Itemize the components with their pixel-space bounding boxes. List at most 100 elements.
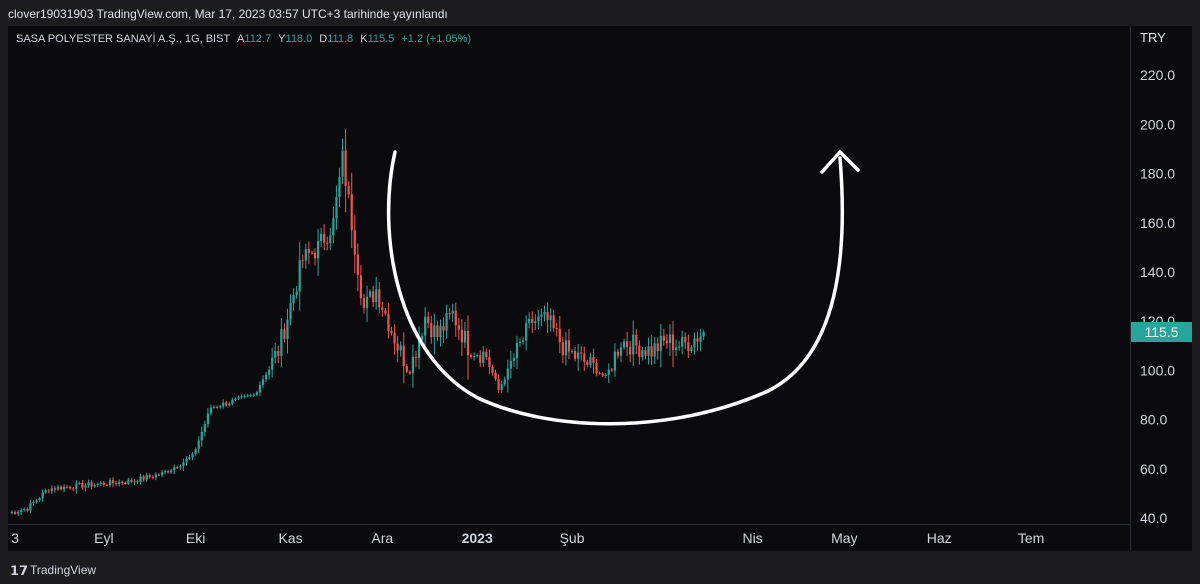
candle-body[interactable] <box>564 340 568 356</box>
candle-body[interactable] <box>105 484 109 486</box>
candle-body[interactable] <box>430 323 433 338</box>
candle-body[interactable] <box>546 312 549 321</box>
candle-body[interactable] <box>659 335 662 352</box>
candle-body[interactable] <box>671 334 675 350</box>
candle-body[interactable] <box>313 253 317 259</box>
candle-body[interactable] <box>304 248 307 261</box>
candle-body[interactable] <box>84 485 87 488</box>
candle-body[interactable] <box>570 351 574 353</box>
candle-body[interactable] <box>610 369 613 371</box>
candle-body[interactable] <box>549 315 552 321</box>
candle-body[interactable] <box>390 331 393 333</box>
candle-body[interactable] <box>494 372 497 380</box>
candle-body[interactable] <box>209 407 213 414</box>
candle-body[interactable] <box>699 336 702 342</box>
candle-body[interactable] <box>674 347 678 350</box>
candle-body[interactable] <box>622 341 626 348</box>
candle-body[interactable] <box>154 474 157 478</box>
candle-body[interactable] <box>356 254 359 276</box>
candle-body[interactable] <box>264 374 268 380</box>
candle-body[interactable] <box>500 384 503 390</box>
candle-body[interactable] <box>35 500 38 503</box>
candle-body[interactable] <box>650 346 653 357</box>
candle-body[interactable] <box>393 332 396 344</box>
candle-body[interactable] <box>167 471 170 473</box>
candle-body[interactable] <box>586 361 589 365</box>
candle-body[interactable] <box>41 492 44 499</box>
candle-body[interactable] <box>668 334 672 344</box>
candle-body[interactable] <box>280 329 283 356</box>
candle-body[interactable] <box>292 295 295 304</box>
candle-body[interactable] <box>133 481 136 483</box>
candle-body[interactable] <box>433 325 436 338</box>
candle-body[interactable] <box>151 476 154 478</box>
footer-brand[interactable]: TradingView <box>30 563 97 577</box>
candle-body[interactable] <box>212 406 216 408</box>
candle-body[interactable] <box>678 346 681 348</box>
candle-body[interactable] <box>439 326 442 338</box>
candle-body[interactable] <box>534 321 537 324</box>
candle-body[interactable] <box>362 297 366 309</box>
candle-body[interactable] <box>53 488 56 490</box>
candle-body[interactable] <box>417 340 421 358</box>
candle-body[interactable] <box>50 488 53 491</box>
candle-body[interactable] <box>111 480 115 484</box>
candle-body[interactable] <box>261 379 265 385</box>
candle-body[interactable] <box>341 150 344 177</box>
candle-body[interactable] <box>316 240 320 259</box>
candle-body[interactable] <box>127 479 130 484</box>
candle-body[interactable] <box>75 483 78 489</box>
candle-body[interactable] <box>335 197 338 219</box>
candle-body[interactable] <box>629 346 632 355</box>
candle-body[interactable] <box>687 342 690 352</box>
candle-body[interactable] <box>200 431 203 441</box>
candle-body[interactable] <box>96 483 99 485</box>
candle-body[interactable] <box>14 511 17 514</box>
candle-body[interactable] <box>243 395 246 397</box>
candle-body[interactable] <box>408 371 411 374</box>
candle-body[interactable] <box>323 233 326 243</box>
candle-body[interactable] <box>240 396 243 398</box>
candle-body[interactable] <box>81 482 84 488</box>
candle-body[interactable] <box>231 399 234 404</box>
candle-body[interactable] <box>353 230 356 255</box>
candle-body[interactable] <box>424 316 427 336</box>
candle-body[interactable] <box>702 332 705 337</box>
candle-body[interactable] <box>274 351 277 358</box>
candle-body[interactable] <box>558 328 561 343</box>
candle-body[interactable] <box>157 474 161 476</box>
candle-body[interactable] <box>653 343 656 357</box>
symbol-name[interactable]: SASA POLYESTER SANAYİ A.Ş., 1G, BIST <box>16 33 230 45</box>
candle-body[interactable] <box>598 373 601 375</box>
candle-body[interactable] <box>191 453 194 458</box>
candle-body[interactable] <box>521 340 525 342</box>
arrowhead-icon[interactable] <box>820 150 860 174</box>
candle-body[interactable] <box>338 176 341 198</box>
candle-body[interactable] <box>457 325 460 330</box>
candle-body[interactable] <box>194 449 197 454</box>
candle-body[interactable] <box>506 368 509 380</box>
candle-body[interactable] <box>638 345 641 358</box>
candle-body[interactable] <box>485 351 488 357</box>
price-chart[interactable]: 40.060.080.0100.0120.0140.0160.0180.0200… <box>8 26 1192 551</box>
candle-body[interactable] <box>503 379 506 385</box>
candle-body[interactable] <box>44 490 47 493</box>
candle-body[interactable] <box>160 472 164 476</box>
candle-body[interactable] <box>145 475 148 480</box>
candle-body[interactable] <box>173 467 176 471</box>
candle-body[interactable] <box>170 470 173 473</box>
candle-body[interactable] <box>626 341 629 347</box>
candle-body[interactable] <box>142 476 145 480</box>
candle-body[interactable] <box>448 313 451 315</box>
candle-body[interactable] <box>368 291 372 297</box>
candle-body[interactable] <box>203 424 206 432</box>
candle-body[interactable] <box>561 342 564 356</box>
candle-body[interactable] <box>90 482 93 487</box>
candle-body[interactable] <box>543 312 546 315</box>
candle-body[interactable] <box>515 342 519 359</box>
candle-body[interactable] <box>681 337 684 347</box>
candle-body[interactable] <box>320 233 323 241</box>
candle-body[interactable] <box>289 303 292 320</box>
candle-body[interactable] <box>479 355 482 363</box>
candle-body[interactable] <box>326 242 329 244</box>
